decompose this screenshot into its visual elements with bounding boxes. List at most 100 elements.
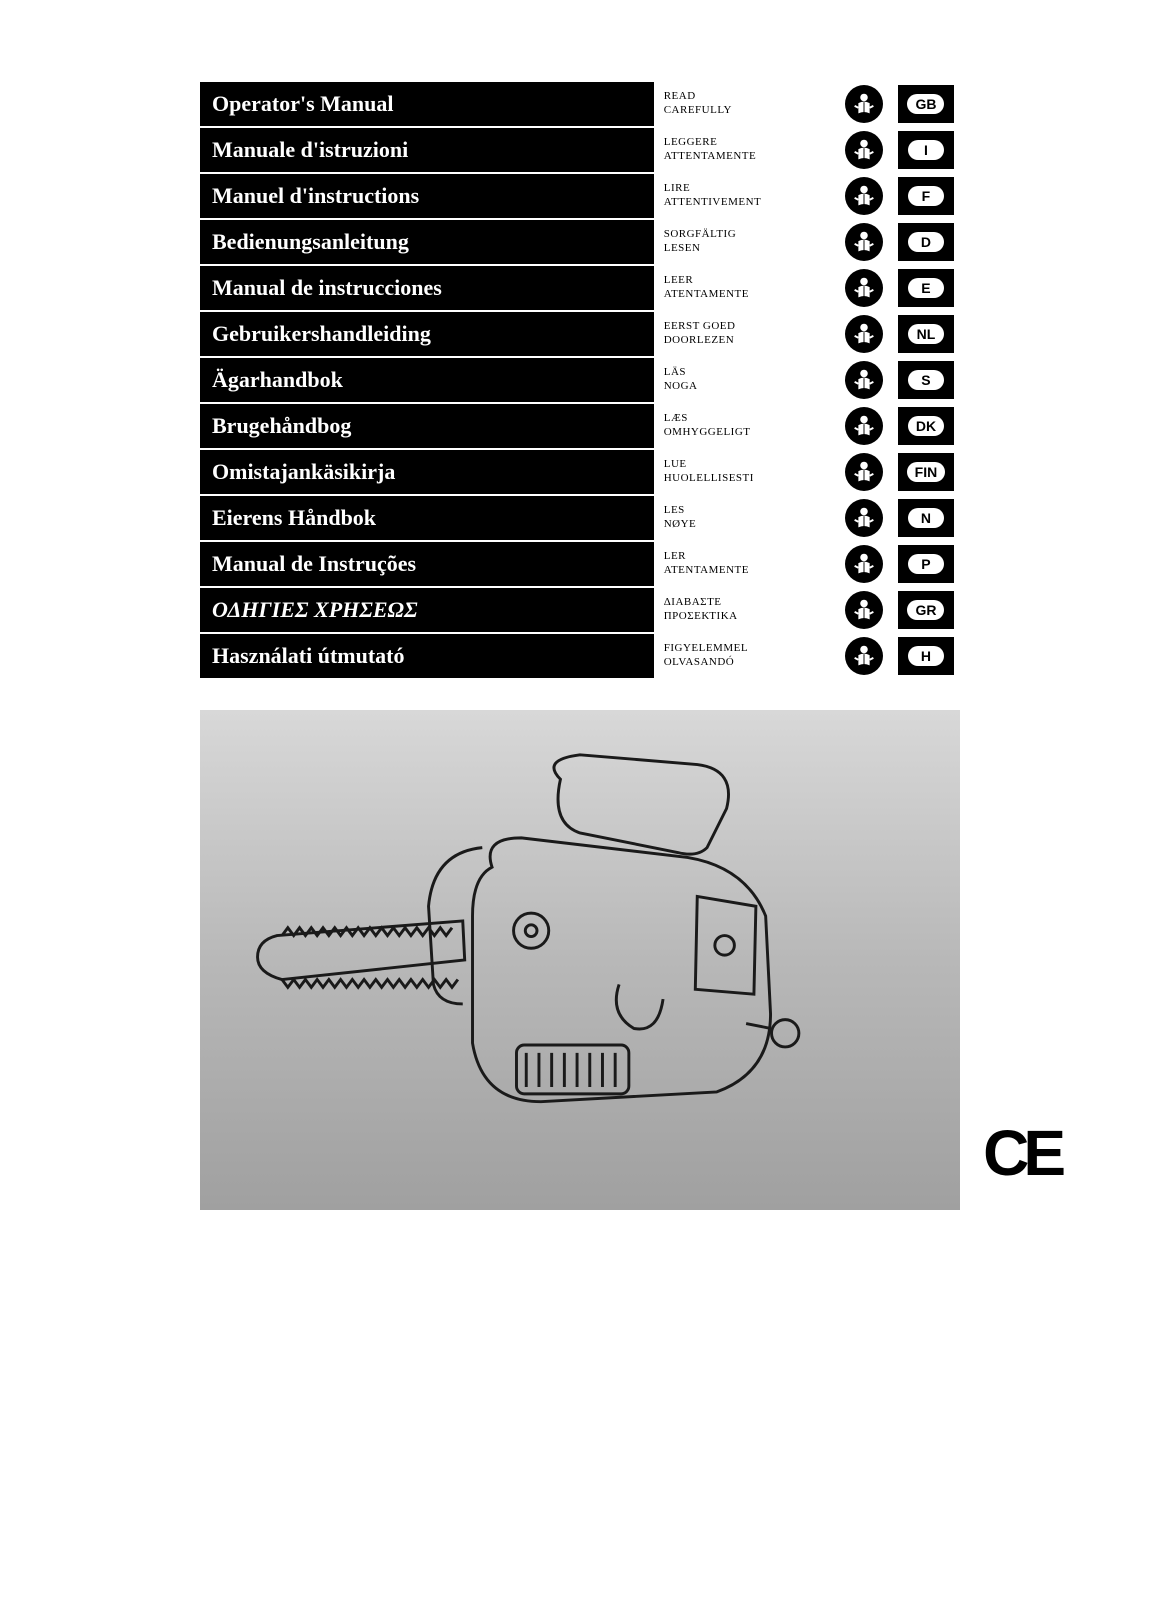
instruction-line2: ΠΡΟΣΕΚΤΙΚΑ [664,610,827,624]
instruction-line2: ATTENTIVEMENT [664,196,827,210]
read-manual-icon-cell [835,450,892,494]
manual-title: Manual de instrucciones [200,266,654,310]
read-instruction: LEGGEREATTENTAMENTE [654,128,835,172]
instruction-line2: OLVASANDÓ [664,656,827,670]
language-code-badge: F [898,177,954,215]
instruction-line1: READ [664,90,827,104]
language-code: H [908,646,944,666]
read-manual-icon-cell [835,220,892,264]
language-code-badge: D [898,223,954,261]
language-code: NL [908,324,944,344]
language-row: Manuel d'instructionsLIREATTENTIVEMENT F [200,174,960,218]
read-manual-icon [845,499,883,537]
language-code-cell: FIN [892,450,960,494]
read-manual-icon-cell [835,128,892,172]
language-code-badge: GB [898,85,954,123]
read-manual-icon [845,269,883,307]
manual-title: Manuale d'istruzioni [200,128,654,172]
language-code-badge: NL [898,315,954,353]
read-instruction: LÄSNOGA [654,358,835,402]
language-code-cell: E [892,266,960,310]
read-manual-icon [845,85,883,123]
instruction-line1: SORGFÄLTIG [664,228,827,242]
instruction-line2: OMHYGGELIGT [664,426,827,440]
read-manual-icon [845,453,883,491]
read-manual-icon-cell [835,404,892,448]
read-manual-icon [845,315,883,353]
instruction-line1: LÆS [664,412,827,426]
manual-title: Gebruikershandleiding [200,312,654,356]
read-manual-icon-cell [835,174,892,218]
language-code-cell: GR [892,588,960,632]
language-code-cell: I [892,128,960,172]
language-code-cell: D [892,220,960,264]
manual-title: Brugehåndbog [200,404,654,448]
language-code-badge: H [898,637,954,675]
read-instruction: SORGFÄLTIGLESEN [654,220,835,264]
language-code-cell: F [892,174,960,218]
instruction-line2: ATTENTAMENTE [664,150,827,164]
read-manual-icon [845,177,883,215]
language-row: ΟΔΗΓΙΕΣ ΧΡΗΣΕΩΣΔΙΑΒΑΣΤΕΠΡΟΣΕΚΤΙΚΑGR [200,588,960,632]
read-manual-icon-cell [835,542,892,586]
read-manual-icon [845,223,883,261]
read-instruction: FIGYELEMMELOLVASANDÓ [654,634,835,678]
language-code-badge: FIN [898,453,954,491]
language-row: Manual de instruccionesLEERATENTAMENTEE [200,266,960,310]
language-code: P [908,554,944,574]
instruction-line1: LÄS [664,366,827,380]
language-code: GR [907,600,944,620]
read-instruction: LERATENTAMENTE [654,542,835,586]
read-instruction: LÆSOMHYGGELIGT [654,404,835,448]
language-row: BedienungsanleitungSORGFÄLTIGLESEND [200,220,960,264]
instruction-line1: ΔΙΑΒΑΣΤΕ [664,596,827,610]
read-instruction: READCAREFULLY [654,82,835,126]
language-row: Manual de InstruçõesLERATENTAMENTE P [200,542,960,586]
instruction-line1: FIGYELEMMEL [664,642,827,656]
language-code-badge: N [898,499,954,537]
read-manual-icon [845,545,883,583]
read-manual-icon-cell [835,496,892,540]
language-code-badge: DK [898,407,954,445]
manual-title: Használati útmutató [200,634,654,678]
language-row: OmistajankäsikirjaLUEHUOLELLISESTIFIN [200,450,960,494]
instruction-line2: ATENTAMENTE [664,564,827,578]
read-manual-icon [845,407,883,445]
language-row: BrugehåndbogLÆSOMHYGGELIGTDK [200,404,960,448]
instruction-line2: DOORLEZEN [664,334,827,348]
read-manual-icon [845,591,883,629]
read-instruction: LIREATTENTIVEMENT [654,174,835,218]
language-code-cell: S [892,358,960,402]
manual-title: Ägarhandbok [200,358,654,402]
language-code-cell: P [892,542,960,586]
manual-title: Bedienungsanleitung [200,220,654,264]
manual-title: Manuel d'instructions [200,174,654,218]
chainsaw-drawing [238,735,922,1185]
language-row: Használati útmutatóFIGYELEMMELOLVASANDÓH [200,634,960,678]
language-code-badge: S [898,361,954,399]
read-manual-icon-cell [835,358,892,402]
read-instruction: EERST GOEDDOORLEZEN [654,312,835,356]
language-row: Operator's ManualREADCAREFULLYGB [200,82,960,126]
instruction-line1: LEGGERE [664,136,827,150]
manual-title: Manual de Instruções [200,542,654,586]
instruction-line1: LUE [664,458,827,472]
instruction-line2: ATENTAMENTE [664,288,827,302]
language-code-badge: I [898,131,954,169]
ce-mark: CE [983,1116,1060,1190]
instruction-line2: LESEN [664,242,827,256]
language-code: D [908,232,944,252]
language-row: GebruikershandleidingEERST GOEDDOORLEZEN… [200,312,960,356]
read-instruction: ΔΙΑΒΑΣΤΕΠΡΟΣΕΚΤΙΚΑ [654,588,835,632]
language-code-cell: GB [892,82,960,126]
language-code: S [908,370,944,390]
language-row: Manuale d'istruzioniLEGGEREATTENTAMENTEI [200,128,960,172]
language-code: GB [907,94,944,114]
read-manual-icon-cell [835,266,892,310]
read-manual-icon-cell [835,82,892,126]
language-code: FIN [907,462,946,482]
read-manual-icon [845,131,883,169]
instruction-line2: HUOLELLISESTI [664,472,827,486]
manual-title: Eierens Håndbok [200,496,654,540]
language-code: DK [908,416,944,436]
